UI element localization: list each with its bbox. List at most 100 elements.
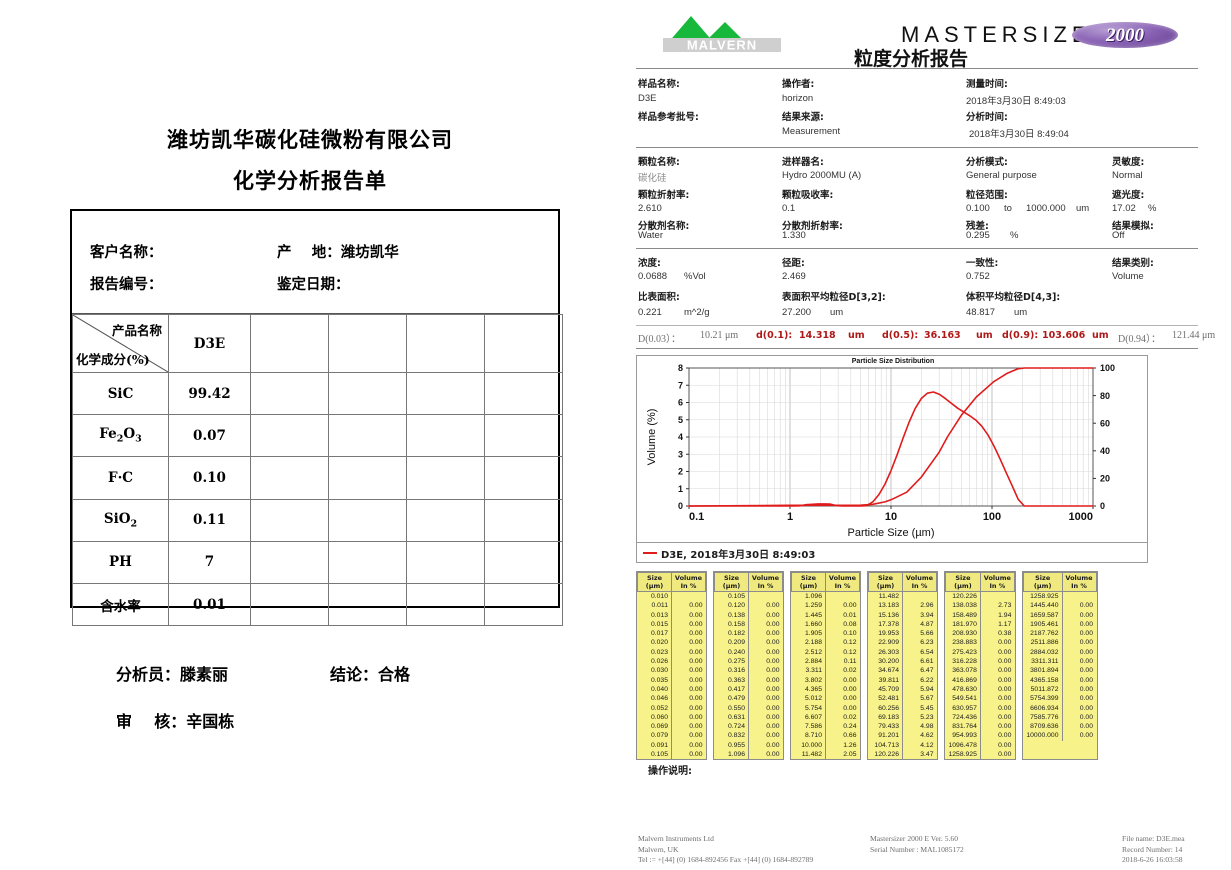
- results-row2: 0.221 m^2/g 27.200 um 48.817 um: [636, 307, 1198, 325]
- size-cell: 0.631: [714, 712, 749, 723]
- volume-cell: 0.00: [689, 676, 703, 684]
- size-cell: 0.955: [714, 740, 749, 751]
- diagonal-line-icon: [73, 315, 168, 372]
- size-cell: 478.630: [945, 684, 981, 695]
- size-cell: 1258.925: [1023, 591, 1063, 602]
- empty-cell: [250, 314, 329, 373]
- particle-name-label: 颗粒名称:: [638, 157, 680, 168]
- chemical-report-box: 客户名称： 报告编号： 产 地：潍坊凯华 鉴定日期： 产品名称 化学成分(%) D3…: [70, 209, 563, 627]
- analyst-line: 分析员：滕素丽: [116, 665, 229, 684]
- size-cell: 0.091: [637, 740, 672, 751]
- table-row: 0.417 0.00: [714, 684, 783, 695]
- component-name: F·C: [72, 456, 169, 500]
- d01-unit: um: [848, 330, 865, 341]
- d003-value: 10.21 μm: [700, 330, 739, 341]
- volume-cell: 0.10: [843, 630, 857, 638]
- volume-cell: 4.12: [920, 741, 934, 749]
- volume-cell: 0.00: [1079, 676, 1093, 684]
- obscuration-label: 遮光度:: [1112, 190, 1145, 201]
- size-table-2: Size (µm) Volume In % 0.105 0.120 0.00 0.138 0…: [713, 571, 784, 761]
- table-row: 1.445 0.01: [791, 610, 860, 620]
- table-row: 120.226 3.47: [868, 750, 937, 760]
- table-row: 11.482 2.05: [791, 750, 860, 760]
- table-row: 2511.886 0.00: [1023, 638, 1096, 648]
- volume-cell: 0.00: [689, 658, 703, 666]
- size-cell: 0.023: [637, 647, 672, 658]
- volume-cell: 0.02: [843, 713, 857, 721]
- table-row: 7.586 0.24: [791, 722, 860, 732]
- size-cell: 4.365: [791, 684, 826, 695]
- size-cell: 0.832: [714, 731, 749, 741]
- sampler-label: 进样器名:: [782, 157, 824, 168]
- volume-header: Volume In %: [902, 572, 937, 592]
- size-cell: 0.120: [714, 601, 749, 611]
- component-name: SiO2: [72, 498, 169, 542]
- divider-dvalues: [636, 348, 1198, 349]
- size-cell: 3.311: [791, 666, 826, 676]
- volume-cell: 0.00: [998, 751, 1012, 759]
- particle-name-value: 碳化硅: [638, 173, 667, 184]
- table-row: 3.802 0.00: [791, 675, 860, 685]
- result-type-value: Volume: [1112, 271, 1144, 282]
- volume-cell: 5.67: [920, 695, 934, 703]
- analysis-mode-value: General purpose: [966, 170, 1037, 181]
- size-cell: 954.993: [945, 731, 981, 741]
- table-header-row: Size (µm) Volume In %: [945, 572, 1015, 592]
- table-row: 0.035 0.00: [637, 675, 706, 685]
- svg-text:Particle Size (µm): Particle Size (µm): [847, 527, 934, 539]
- table-row: 1.259 0.00: [791, 601, 860, 611]
- size-cell: 120.226: [945, 591, 981, 602]
- table-row: 0.010: [637, 591, 706, 602]
- d09-value: 103.606: [1042, 330, 1086, 341]
- size-cell: 1.660: [791, 619, 826, 630]
- volume-cell: 6.23: [920, 639, 934, 647]
- table-row: 1258.925: [1023, 591, 1096, 602]
- size-cell: 2.884: [791, 657, 826, 667]
- volume-cell: 0.00: [998, 676, 1012, 684]
- component-value: 0.01: [168, 582, 251, 627]
- size-cell: 416.869: [945, 675, 981, 685]
- table-row: 0.120 0.00: [714, 601, 783, 611]
- size-range-from: 0.100: [966, 203, 990, 214]
- component-name: SiC: [72, 371, 169, 416]
- empty-cell: [250, 582, 329, 627]
- volume-cell: 0.00: [1079, 658, 1093, 666]
- volume-cell: 0.24: [843, 723, 857, 731]
- sampler-value: Hydro 2000MU (A): [782, 170, 862, 181]
- size-cell: 22.909: [868, 638, 903, 648]
- size-cell: 34.674: [868, 666, 903, 676]
- table-row: 0.550 0.00: [714, 703, 783, 713]
- volume-header: Volume In %: [825, 572, 860, 592]
- size-cell: 831.764: [945, 722, 981, 732]
- size-cell: 549.541: [945, 694, 981, 704]
- table-row: 478.630 0.00: [945, 684, 1015, 695]
- size-table-3: Size (µm) Volume In % 1.096 1.259 0.00 1.445 0…: [790, 571, 861, 761]
- volume-cell: 0.00: [998, 667, 1012, 675]
- table-row: 724.436 0.00: [945, 712, 1015, 723]
- volume-cell: 0.12: [843, 648, 857, 656]
- size-cell: 2187.762: [1023, 629, 1063, 639]
- table-row: 138.038 2.73: [945, 601, 1015, 611]
- table-row: 416.869 0.00: [945, 675, 1015, 685]
- size-cell: 0.035: [637, 675, 672, 685]
- legend-label: D3E, 2018年3月30日 8:49:03: [661, 550, 816, 561]
- table-row: 1445.440 0.00: [1023, 601, 1096, 611]
- table-row: 1258.925 0.00: [945, 750, 1015, 760]
- size-cell: 0.017: [637, 629, 672, 639]
- size-cell: 11.482: [791, 750, 826, 760]
- table-row: 60.256 5.45: [868, 703, 937, 713]
- table-row: 2.512 0.12: [791, 647, 860, 658]
- corner-header-cell: 产品名称 化学成分(%): [72, 314, 169, 373]
- table-row: 22.909 6.23: [868, 638, 937, 648]
- volume-cell: 0.00: [1079, 732, 1093, 740]
- table-row: 2.188 0.12: [791, 638, 860, 648]
- d43-value: 48.817: [966, 307, 996, 318]
- size-cell: 0.158: [714, 619, 749, 630]
- appraisal-date-label: 鉴定日期：: [277, 276, 350, 293]
- table-row: 0.079 0.00: [637, 731, 706, 741]
- volume-cell: 0.00: [843, 695, 857, 703]
- residual-value: 0.295: [966, 230, 990, 241]
- table-row: 6606.934 0.00: [1023, 703, 1096, 713]
- sensitivity-value: Normal: [1112, 170, 1143, 181]
- table-row: 120.226: [945, 591, 1015, 602]
